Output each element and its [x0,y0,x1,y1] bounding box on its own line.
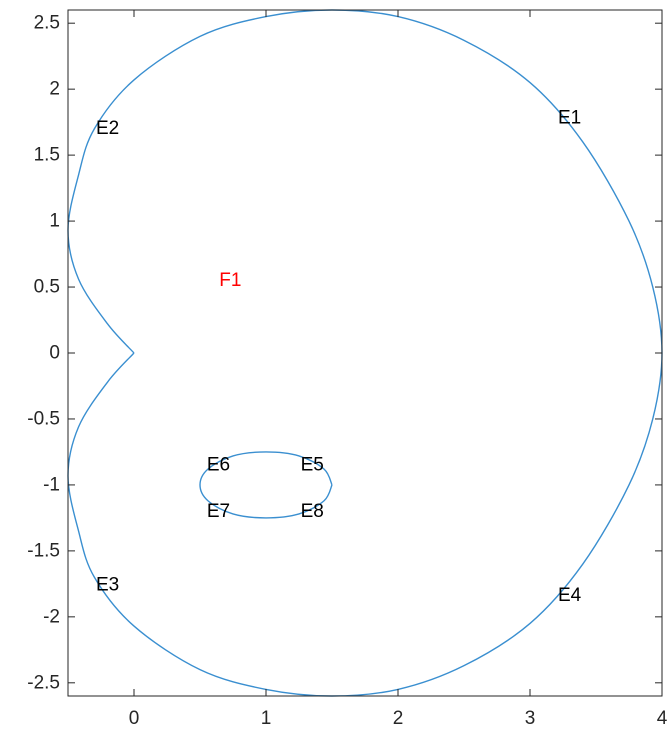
annotation-e1: E1 [558,108,581,129]
y-tick-label: 1 [49,211,60,232]
y-tick-label: 2 [49,79,60,100]
x-tick-label: 2 [393,708,404,729]
x-tick-label: 0 [129,708,140,729]
y-tick-label: -2.5 [27,672,60,693]
annotation-e4: E4 [558,585,582,606]
y-tick-label: 2.5 [34,13,60,34]
chart-annotations: E1 E2 E3 E4 E5 E6 E7 E8 F1 [96,108,582,607]
annotation-e3: E3 [96,575,119,596]
y-tick-label: -2 [43,606,60,627]
y-tick-label: -1 [43,474,60,495]
inner-ellipse-curve [199,451,333,519]
y-tick-label: 0.5 [34,277,60,298]
y-tick-label: -1.5 [27,540,60,561]
y-tick-label: 0 [49,343,60,364]
annotation-e2: E2 [96,118,119,139]
annotation-e7: E7 [207,501,230,522]
annotation-e6: E6 [207,455,230,476]
annotation-e5: E5 [301,455,324,476]
x-tick-label: 1 [261,708,272,729]
axis-tick-labels: 0 1 2 3 4 -2.5 -2 -1.5 -1 -0.5 0 0.5 1 1.5 2 2.5 [27,13,667,729]
annotation-f1: F1 [219,270,241,291]
y-tick-label: -0.5 [27,408,60,429]
y-tick-label: 1.5 [34,145,60,166]
x-tick-label: 4 [657,708,668,729]
x-tick-label: 3 [525,708,536,729]
annotation-e8: E8 [301,501,324,522]
axis-ticks [68,10,663,696]
